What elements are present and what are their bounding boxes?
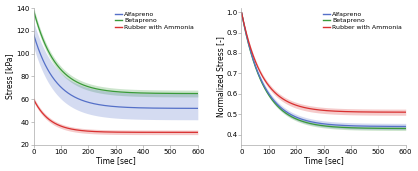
Y-axis label: Stress [kPa]: Stress [kPa] bbox=[5, 54, 15, 99]
Legend: Alfapreno, Betapreno, Rubber with Ammonia: Alfapreno, Betapreno, Rubber with Ammoni… bbox=[114, 11, 195, 30]
Y-axis label: Normalized Stress [-]: Normalized Stress [-] bbox=[216, 36, 225, 117]
X-axis label: Time [sec]: Time [sec] bbox=[304, 156, 344, 166]
X-axis label: Time [sec]: Time [sec] bbox=[96, 156, 135, 166]
Legend: Alfapreno, Betapreno, Rubber with Ammonia: Alfapreno, Betapreno, Rubber with Ammoni… bbox=[322, 11, 403, 30]
